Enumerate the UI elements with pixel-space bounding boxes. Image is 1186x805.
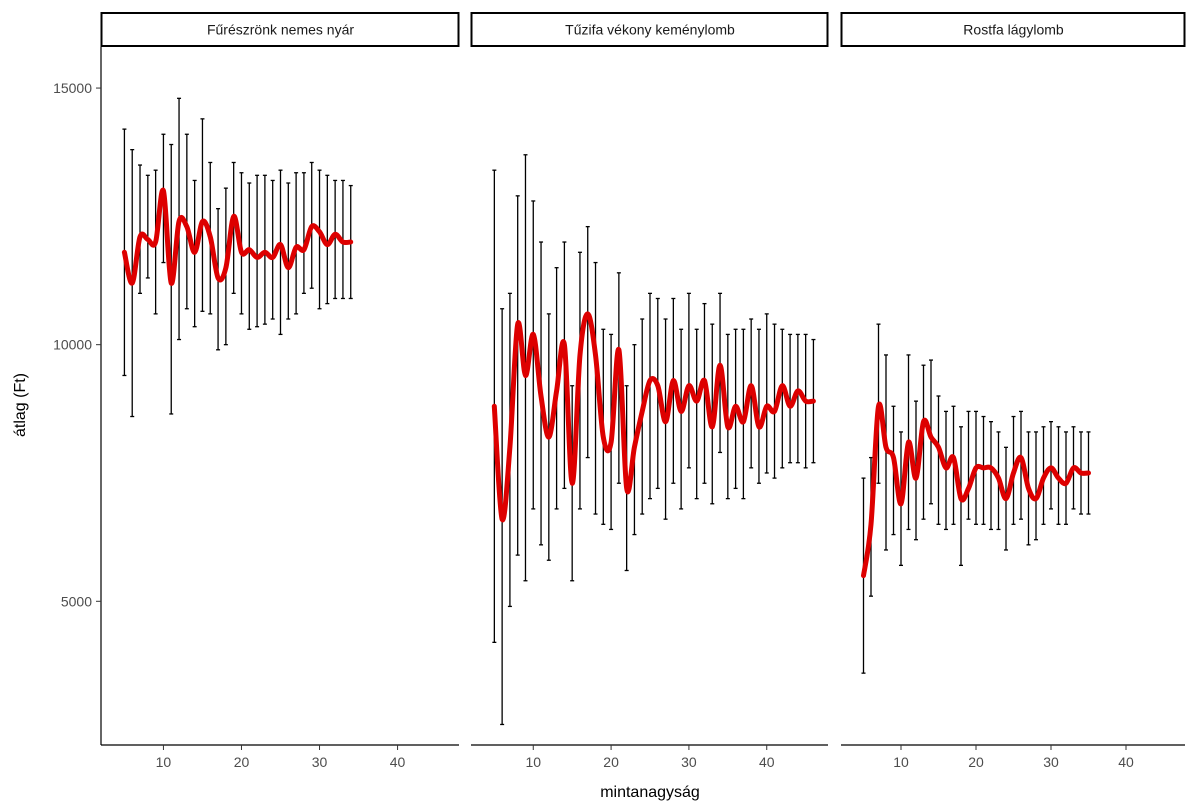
error-bar [966, 410, 971, 520]
panel-title: Rostfa lágylomb [963, 22, 1064, 38]
error-bar [593, 261, 598, 515]
panel-title: Fűrészrönk nemes nyár [207, 22, 354, 38]
error-bar [921, 364, 926, 520]
panel-strip [840, 12, 1186, 47]
error-bar [788, 333, 793, 464]
mean-line [861, 401, 1091, 579]
x-tick-label: 30 [312, 754, 328, 770]
error-bar [686, 292, 691, 469]
x-tick-label: 10 [156, 754, 172, 770]
y-axis-title: átlag (Ft) [12, 373, 29, 437]
y-tick-label: 5000 [61, 593, 92, 609]
x-tick-label: 20 [234, 754, 250, 770]
panel: Rostfa lágylomb 10 20 30 40 [840, 12, 1186, 770]
error-bar [981, 415, 986, 525]
panel-title: Tűzifa vékony keménylomb [565, 22, 735, 38]
y-tick-label: 15000 [53, 80, 92, 96]
error-bar [764, 313, 769, 474]
error-bar [1034, 431, 1038, 541]
y-axis: 5000 10000 15000 [53, 47, 102, 745]
error-bar [772, 323, 777, 479]
x-tick-label: 10 [525, 754, 541, 770]
mean-line [121, 187, 354, 286]
error-bar [200, 118, 205, 312]
error-bar [270, 179, 275, 320]
mean-line [491, 311, 816, 523]
error-bar [989, 421, 993, 531]
x-tick-label: 10 [893, 754, 909, 770]
error-bar [286, 182, 291, 320]
error-bar [325, 174, 330, 305]
x-tick-label: 40 [390, 754, 406, 770]
error-bar [694, 328, 699, 500]
panel-strip [100, 12, 460, 47]
error-bar [145, 174, 150, 279]
error-bar [795, 333, 800, 464]
error-bar [515, 195, 520, 556]
error-bar [780, 328, 785, 469]
x-tick-label: 30 [1043, 754, 1059, 770]
x-tick-label: 20 [968, 754, 984, 770]
error-bar [317, 169, 322, 310]
x-tick-label: 40 [759, 754, 775, 770]
x-axis-title: mintanagyság [600, 784, 700, 801]
error-bar [278, 169, 283, 336]
error-bar [936, 395, 941, 525]
x-tick-label: 40 [1118, 754, 1134, 770]
panel: Fűrészrönk nemes nyár 10 20 30 40 [100, 12, 460, 770]
error-bar [294, 172, 299, 315]
error-bar [247, 182, 252, 330]
panel-strip [470, 12, 829, 47]
error-bar [262, 174, 267, 325]
x-tick-label: 20 [603, 754, 619, 770]
error-bar [1049, 421, 1053, 510]
error-bar [648, 292, 652, 500]
error-bar [531, 200, 536, 510]
panel: Tűzifa vékony keménylomb 10 20 30 40 [470, 12, 829, 770]
error-bar [1064, 431, 1068, 525]
y-tick-label: 10000 [53, 337, 92, 353]
error-bar [756, 328, 761, 484]
error-bar [255, 174, 260, 328]
error-bar [138, 164, 143, 295]
error-bar [301, 172, 306, 295]
error-bar [333, 179, 338, 300]
error-bar [679, 328, 684, 510]
x-tick-label: 30 [681, 754, 697, 770]
error-bar [585, 225, 590, 459]
